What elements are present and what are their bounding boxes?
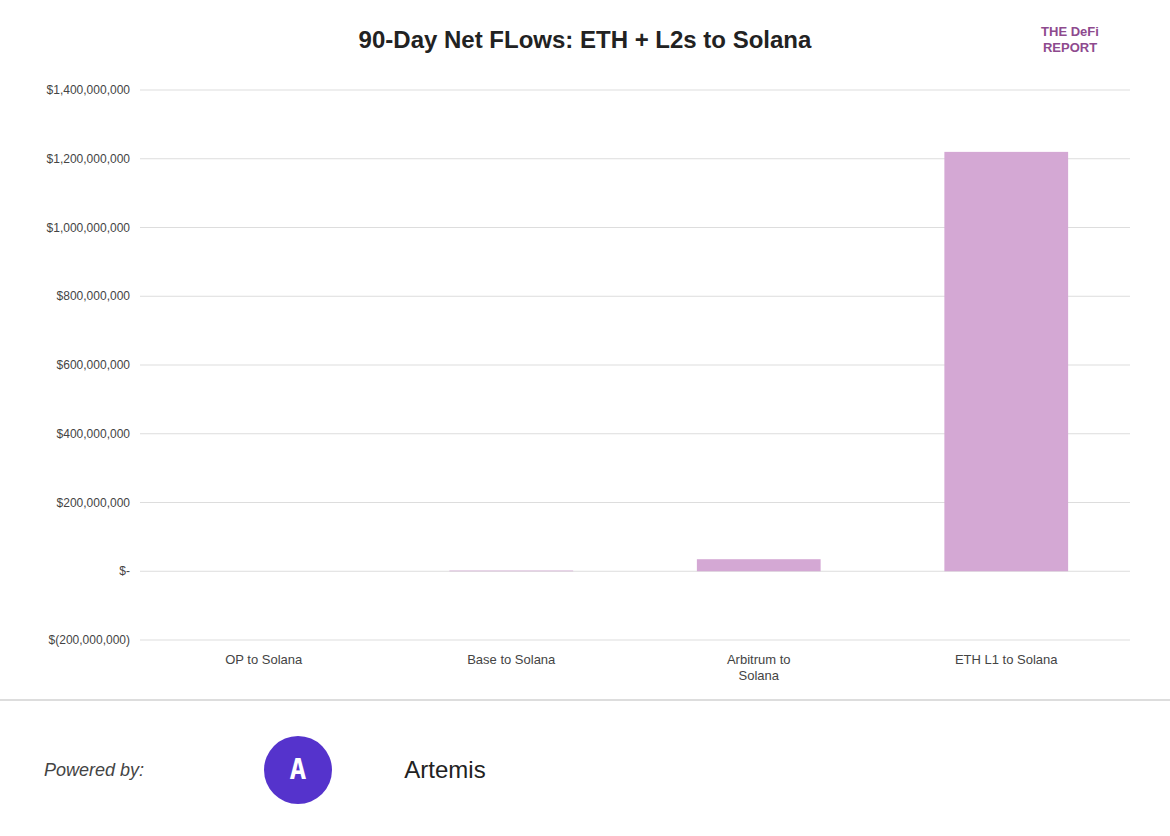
bar [449,570,573,572]
bar [944,152,1068,571]
x-axis: OP to Solana Base to Solana Arbitrum toSol… [225,652,1058,683]
logo-text: THE DeFiREPORT [1041,24,1099,55]
text-line: Arbitrum to [727,652,791,667]
logo-circle [264,736,332,804]
chart: 90-Day Net FLows: ETH + L2s to Solana THE… [0,0,1170,836]
bar [202,571,326,572]
y-tick-label: $(200,000,000) [49,633,130,647]
y-axis: $(200,000,000) $- $200,000,000 $400,000,000… [47,83,131,647]
y-tick-label: $600,000,000 [57,358,131,372]
x-tick-label: OP to Solana [225,652,303,667]
artemis-text: Artemis [404,756,485,783]
y-tick-label: $800,000,000 [57,289,131,303]
x-tick-label: Arbitrum toSolana [727,652,791,683]
text-line: OP to Solana [225,652,303,667]
y-tick-label: $200,000,000 [57,496,131,510]
x-tick-label: Base to Solana [467,652,556,667]
powered-by: Powered by: [44,760,144,780]
title: 90-Day Net FLows: ETH + L2s to Solana [359,26,812,53]
background [0,0,1170,836]
y-tick-label: $1,200,000,000 [47,152,131,166]
text-line: REPORT [1043,40,1097,55]
y-tick-label: $1,000,000,000 [47,221,131,235]
footer-separator [0,700,1170,701]
y-tick-label: $400,000,000 [57,427,131,441]
y-tick-label: $1,400,000,000 [47,83,131,97]
text-line: ETH L1 to Solana [955,652,1058,667]
text-line: Base to Solana [467,652,556,667]
bar [697,559,821,571]
page: {"chart_data": {"type": "bar", "title": … [0,0,1170,836]
y-tick-label: $- [119,564,130,578]
grid-line [140,90,1130,91]
grid [140,90,1130,640]
text-line: Solana [739,668,780,683]
text-line: THE DeFi [1041,24,1099,39]
x-tick-label: ETH L1 to Solana [955,652,1058,667]
logo-letter: A [290,753,307,786]
bars [449,152,1068,571]
grid-line [140,640,1130,641]
